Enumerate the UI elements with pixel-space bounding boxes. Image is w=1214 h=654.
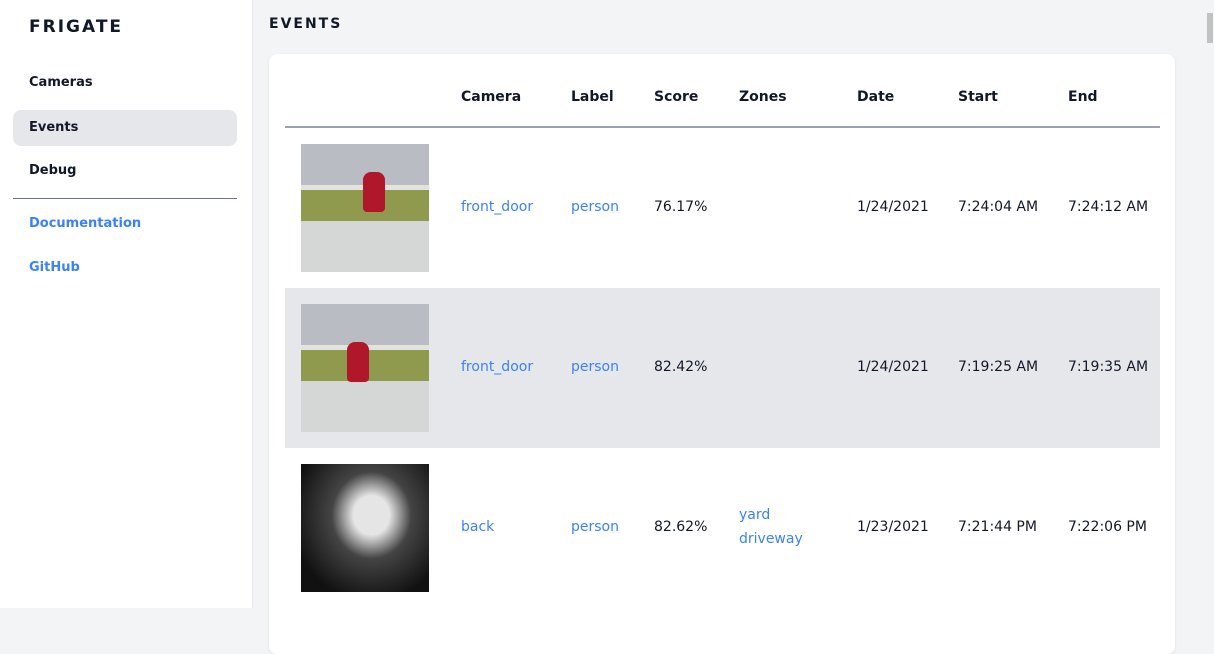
score-cell: 76.17% <box>654 199 708 215</box>
event-thumbnail[interactable] <box>301 464 429 592</box>
table-row[interactable]: front_door person 76.17% 1/24/2021 7:24:… <box>285 128 1160 288</box>
start-cell: 7:24:04 AM <box>958 199 1039 215</box>
event-thumbnail[interactable] <box>301 144 429 272</box>
header-end: End <box>1068 89 1098 105</box>
zone-link[interactable]: driveway <box>739 531 803 547</box>
header-start: Start <box>958 89 998 105</box>
score-cell: 82.62% <box>654 519 708 535</box>
brand-logo: FRIGATE <box>29 17 124 37</box>
label-link[interactable]: person <box>571 199 619 215</box>
table-row[interactable]: back person 82.62% yard driveway 1/23/202… <box>285 448 1160 608</box>
events-table: Camera Label Score Zones Date Start End … <box>285 54 1160 608</box>
person-figure <box>347 342 369 382</box>
header-zones: Zones <box>739 89 787 105</box>
events-card: Camera Label Score Zones Date Start End … <box>269 54 1175 654</box>
sidebar-item-debug[interactable]: Debug <box>29 163 77 178</box>
label-link[interactable]: person <box>571 359 619 375</box>
header-score: Score <box>654 89 699 105</box>
sidebar-item-events[interactable]: Events <box>13 110 237 146</box>
camera-link[interactable]: back <box>461 519 495 535</box>
table-header: Camera Label Score Zones Date Start End <box>285 54 1160 128</box>
documentation-link[interactable]: Documentation <box>29 216 142 231</box>
start-cell: 7:21:44 PM <box>958 519 1037 535</box>
person-figure <box>363 172 385 212</box>
sidebar-item-cameras[interactable]: Cameras <box>29 75 93 90</box>
header-label: Label <box>571 89 614 105</box>
date-cell: 1/24/2021 <box>857 359 929 375</box>
event-thumbnail[interactable] <box>301 304 429 432</box>
page-title: EVENTS <box>269 16 343 32</box>
score-cell: 82.42% <box>654 359 708 375</box>
sidebar: FRIGATE Cameras Events Debug Documentati… <box>0 0 253 608</box>
header-date: Date <box>857 89 895 105</box>
date-cell: 1/24/2021 <box>857 199 929 215</box>
camera-link[interactable]: front_door <box>461 359 534 375</box>
label-link[interactable]: person <box>571 519 619 535</box>
end-cell: 7:24:12 AM <box>1068 199 1149 215</box>
divider <box>13 198 237 199</box>
github-link[interactable]: GitHub <box>29 260 80 275</box>
end-cell: 7:19:35 AM <box>1068 359 1149 375</box>
table-row[interactable]: front_door person 82.42% 1/24/2021 7:19:… <box>285 288 1160 448</box>
date-cell: 1/23/2021 <box>857 519 929 535</box>
zone-link[interactable]: yard <box>739 507 771 523</box>
scrollbar-thumb[interactable] <box>1207 13 1213 43</box>
end-cell: 7:22:06 PM <box>1068 519 1147 535</box>
camera-link[interactable]: front_door <box>461 199 534 215</box>
start-cell: 7:19:25 AM <box>958 359 1039 375</box>
scrollbar[interactable] <box>1206 0 1214 608</box>
header-camera: Camera <box>461 89 522 105</box>
